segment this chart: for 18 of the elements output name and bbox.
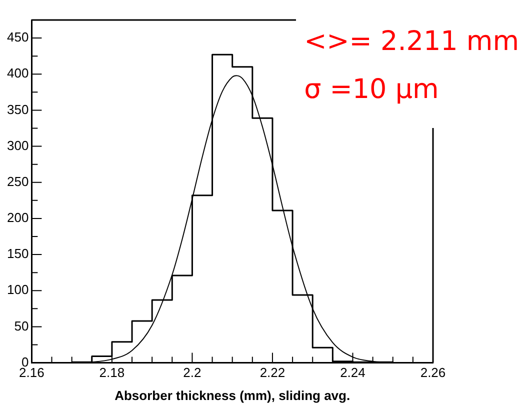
y-tick-label: 50 xyxy=(14,318,29,334)
y-tick-label: 100 xyxy=(6,282,29,298)
y-tick-label: 0 xyxy=(21,354,29,370)
y-tick-label: 300 xyxy=(6,138,29,153)
x-tick-label: 2.18 xyxy=(99,365,125,380)
annotation: <>= 2.211 mm xyxy=(304,25,519,59)
x-tick-label: 2.26 xyxy=(420,365,446,380)
y-tick-label: 150 xyxy=(6,246,29,262)
x-axis-title: Absorber thickness (mm), sliding avg. xyxy=(114,388,350,403)
x-tick-label: 2.22 xyxy=(260,365,286,380)
annotation: σ =10 μm xyxy=(304,73,440,107)
x-tick-label: 2.24 xyxy=(340,365,366,380)
y-tick-label: 250 xyxy=(6,174,29,189)
y-tick-label: 450 xyxy=(6,30,29,45)
y-tick-label: 400 xyxy=(6,66,29,81)
y-tick-label: 350 xyxy=(6,102,29,117)
x-tick-label: 2.2 xyxy=(183,365,202,380)
y-tick-label: 200 xyxy=(6,210,29,226)
